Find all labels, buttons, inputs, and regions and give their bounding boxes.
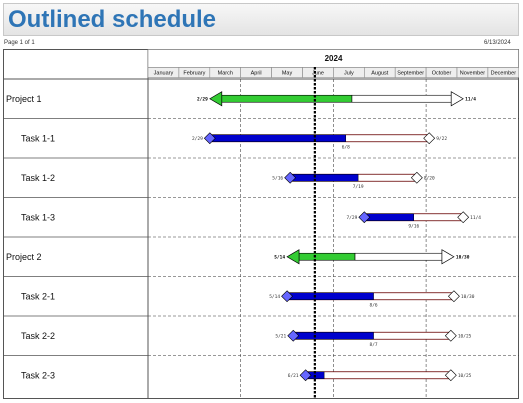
- start-date-label: 2/29: [192, 136, 203, 142]
- start-milestone-diamond: [287, 329, 300, 342]
- month-label-march: March: [218, 71, 233, 77]
- row-label: Task 1-2: [21, 173, 55, 183]
- row-label: Task 2-1: [21, 291, 55, 301]
- summary-end-arrow: [450, 91, 464, 107]
- row-label: Task 2-2: [21, 331, 55, 341]
- start-date-label: 6/21: [288, 373, 299, 379]
- gantt-chart: 2024 January February March April May June July…: [3, 49, 519, 399]
- start-milestone-diamond: [299, 369, 312, 382]
- month-label-august: August: [371, 71, 389, 77]
- progress-date-label: 9/16: [408, 223, 419, 229]
- end-date-label: 10/25: [458, 373, 472, 379]
- task-progress-bar: [286, 292, 374, 300]
- end-milestone-diamond: [410, 171, 423, 184]
- start-date-label: 7/29: [346, 215, 357, 221]
- task-remaining-bar: [305, 371, 452, 380]
- month-cell-december: [487, 67, 519, 78]
- end-milestone-diamond: [423, 132, 436, 145]
- start-milestone-diamond: [281, 290, 293, 303]
- task-progress-bar: [364, 213, 414, 221]
- row-label: Project 1: [6, 94, 42, 104]
- end-milestone-diamond: [444, 369, 457, 382]
- start-milestone-diamond: [284, 171, 297, 184]
- start-milestone-diamond: [203, 132, 216, 145]
- start-date-label: 2/29: [197, 96, 208, 102]
- progress-date-label: 6/8: [342, 144, 350, 150]
- end-milestone-diamond: [444, 329, 457, 342]
- progress-date-label: 7/19: [353, 184, 364, 190]
- page-number: Page 1 of 1: [4, 40, 35, 46]
- chart-frame: [3, 49, 519, 399]
- end-date-label: 11/4: [470, 215, 481, 221]
- task-progress-bar: [209, 134, 347, 142]
- month-label-june: June: [312, 71, 324, 77]
- summary-start-arrow: [209, 91, 223, 107]
- summary-end-arrow: [441, 249, 455, 265]
- start-milestone-diamond: [358, 211, 371, 224]
- month-label-february: February: [183, 71, 205, 77]
- summary-remaining-bar: [354, 252, 449, 261]
- start-date-label: 5/14: [274, 254, 285, 260]
- end-milestone-diamond: [447, 290, 460, 303]
- progress-date-label: 8/6: [369, 302, 377, 308]
- summary-start-arrow: [286, 249, 300, 265]
- row-label: Task 1-3: [21, 212, 55, 222]
- end-date-label: 10/25: [458, 333, 472, 339]
- month-label-september: September: [397, 71, 424, 77]
- summary-progress-bar: [215, 94, 353, 103]
- page-title: Outlined schedule: [8, 6, 217, 33]
- month-label-november: November: [460, 71, 486, 77]
- month-label-april: April: [251, 71, 262, 77]
- row-label: Project 2: [6, 252, 42, 262]
- end-date-label: 9/22: [436, 136, 447, 142]
- end-date-label: 10/30: [461, 294, 475, 300]
- month-label-october: October: [432, 71, 452, 77]
- progress-date-label: 8/7: [369, 342, 377, 348]
- start-date-label: 5/14: [269, 294, 280, 300]
- month-label-july: July: [344, 71, 354, 77]
- print-date: 6/13/2024: [484, 40, 511, 46]
- start-date-label: 5/16: [272, 175, 283, 181]
- task-progress-bar: [289, 174, 359, 182]
- task-progress-bar: [292, 332, 374, 340]
- end-date-label: 11/4: [465, 96, 476, 102]
- year-label: 2024: [325, 54, 343, 63]
- month-label-january: January: [154, 71, 174, 77]
- title-bar: Outlined schedule: [3, 3, 519, 36]
- end-date-label: 10/30: [456, 254, 470, 260]
- summary-remaining-bar: [351, 94, 458, 103]
- row-label: Task 2-3: [21, 370, 55, 380]
- month-label-december: December: [491, 71, 517, 77]
- end-milestone-diamond: [457, 211, 470, 224]
- row-label: Task 1-1: [21, 133, 55, 143]
- summary-progress-bar: [292, 252, 356, 261]
- start-date-label: 5/21: [275, 333, 286, 339]
- end-date-label: 8/20: [424, 175, 435, 181]
- month-label-may: May: [282, 71, 293, 77]
